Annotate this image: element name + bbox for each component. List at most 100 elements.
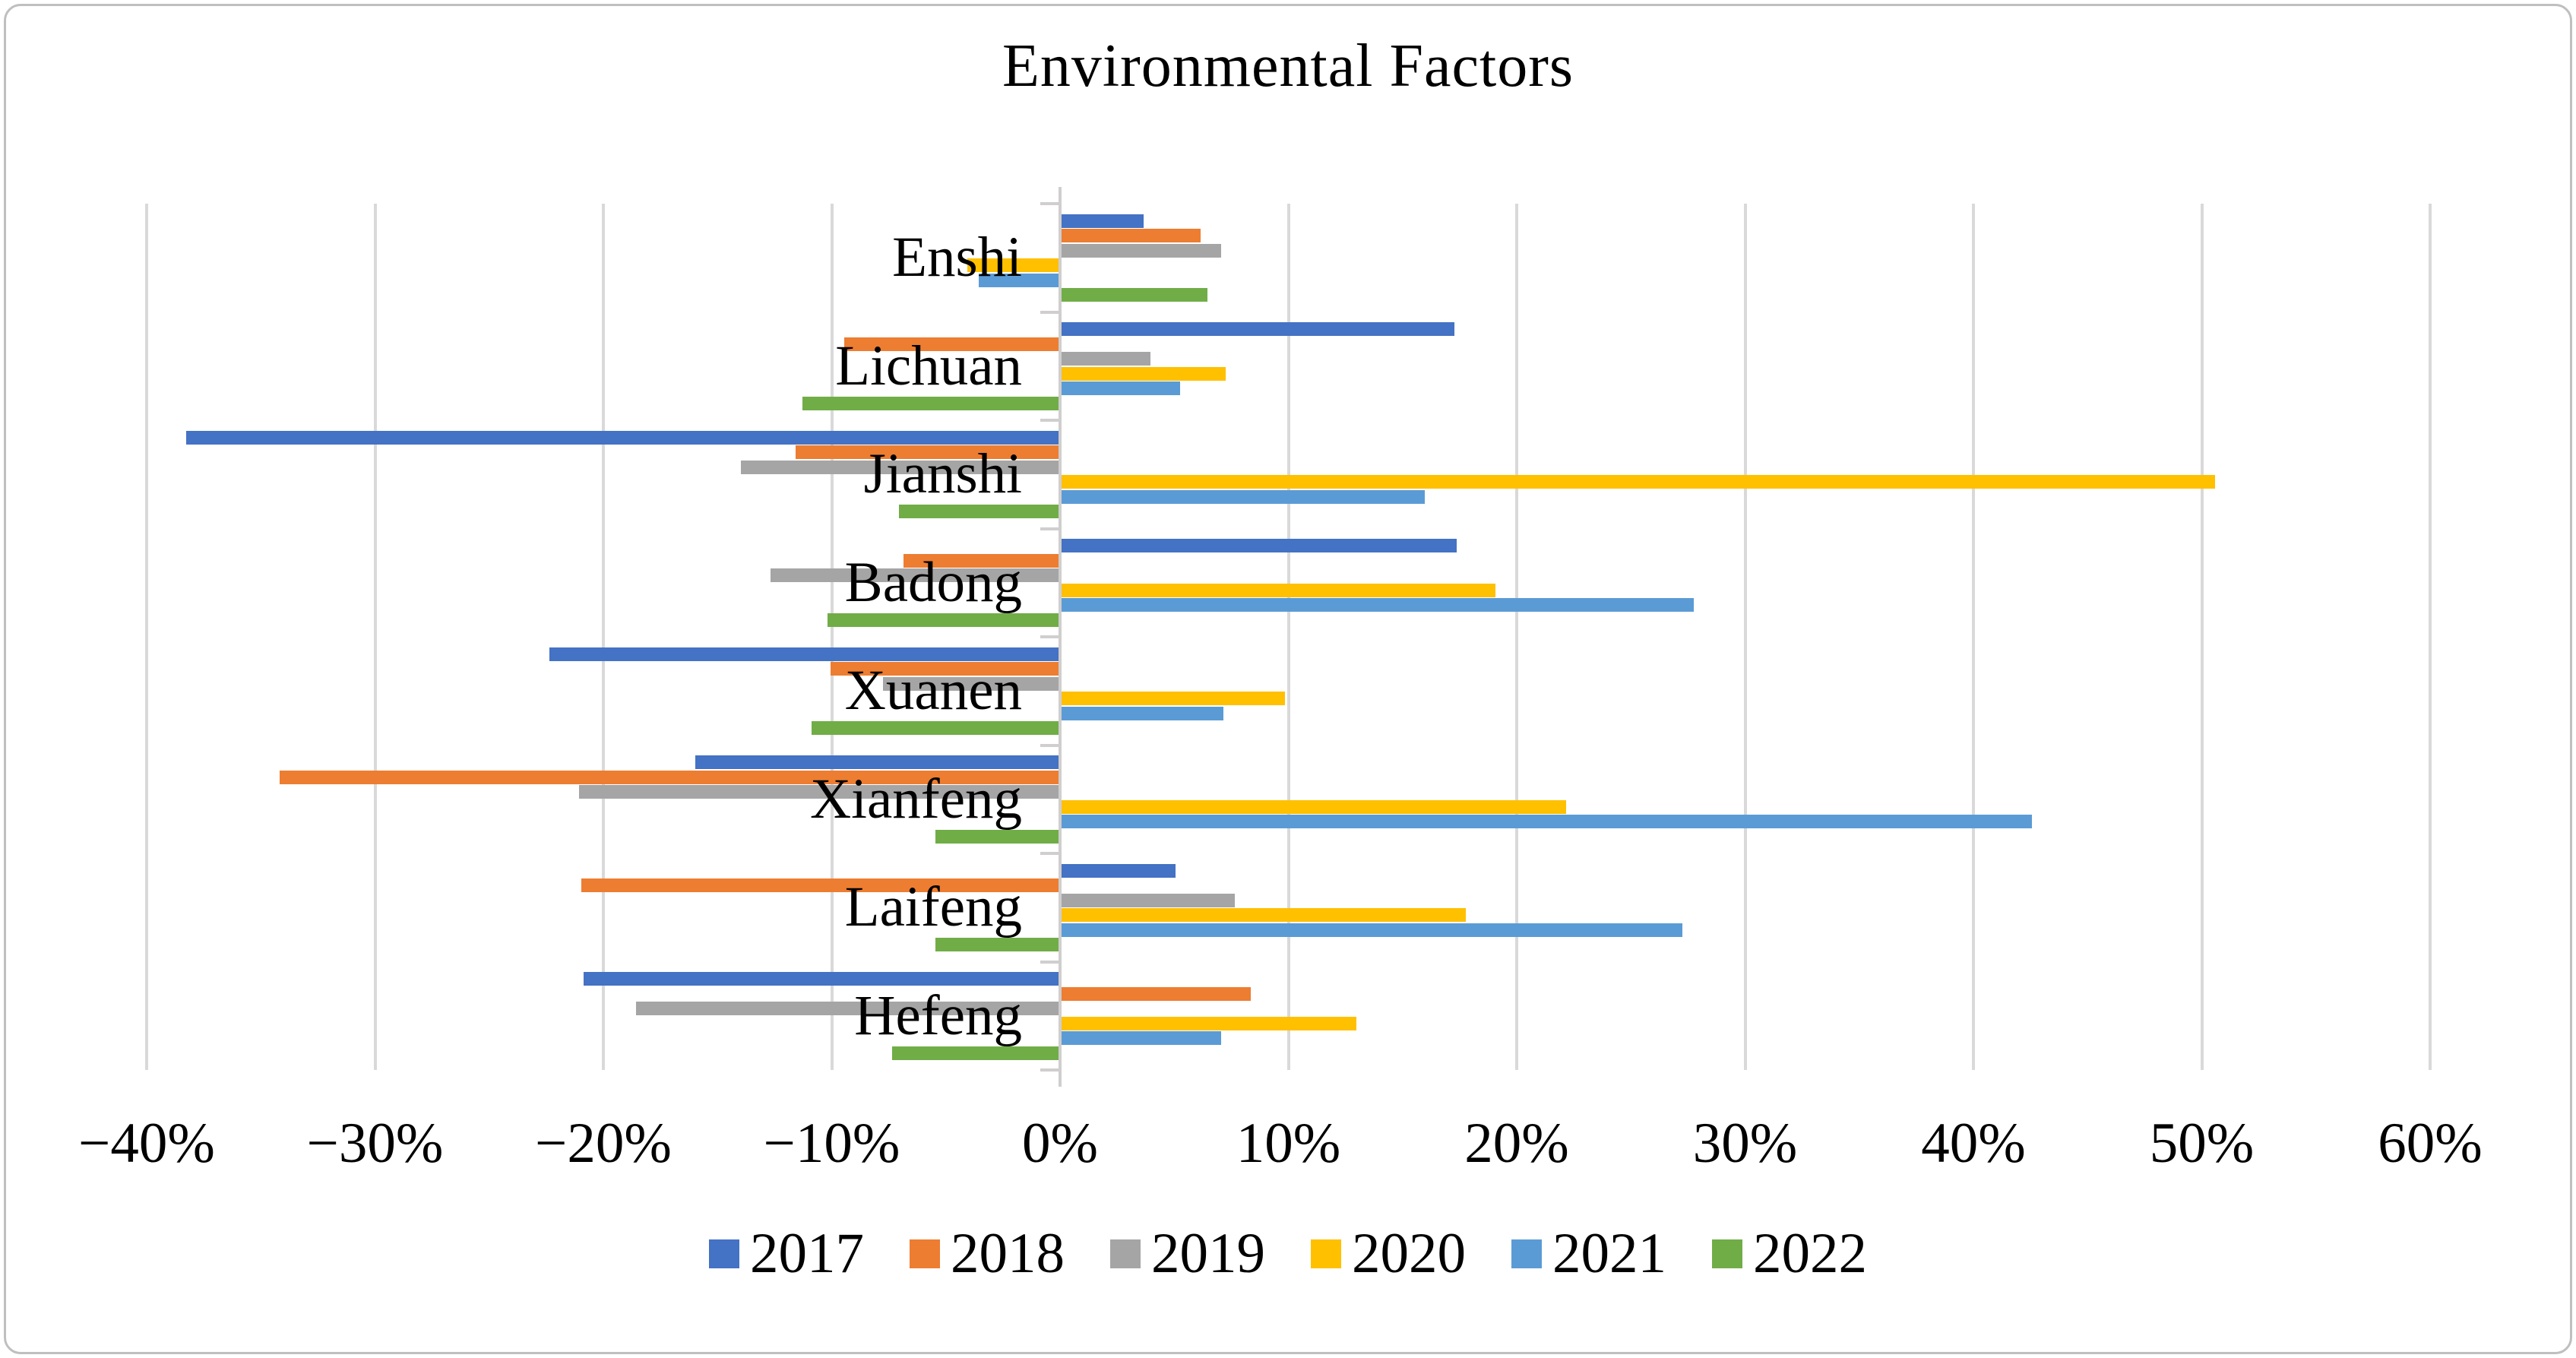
x-tick-label: 30% (1692, 1112, 1798, 1175)
bar-2022-xianfeng (935, 829, 1059, 844)
gridline (1515, 204, 1518, 1070)
chart-title: Environmental Factors (1002, 33, 1574, 100)
x-tick-label: −40% (78, 1112, 215, 1175)
bar-2020-enshi (967, 258, 1059, 272)
legend-item-2021: 2021 (1511, 1225, 1666, 1282)
bar-2021-enshi (978, 273, 1059, 287)
bar-2022-enshi (1062, 288, 1208, 302)
bar-2021-laifeng (1062, 923, 1683, 937)
bar-2018-enshi (1062, 229, 1201, 242)
axis-tick-mark (1040, 1068, 1060, 1072)
bar-2018-badong (903, 553, 1059, 568)
bar-2020-hefeng (1062, 1016, 1356, 1030)
category-label-hefeng: Hefeng (854, 983, 1022, 1047)
bar-2018-hefeng (1062, 986, 1252, 1001)
bar-2021-xuanen (1062, 706, 1224, 720)
gridline (602, 204, 605, 1070)
bar-2022-laifeng (935, 938, 1059, 951)
bar-2022-badong (828, 613, 1059, 627)
bar-2019-badong (771, 568, 1059, 582)
x-tick-label: 60% (2378, 1112, 2483, 1175)
category-label-laifeng: Laifeng (844, 875, 1022, 939)
bar-2020-xianfeng (1062, 799, 1567, 814)
legend-swatch-2019 (1110, 1239, 1141, 1268)
bar-2022-hefeng (891, 1046, 1059, 1060)
bar-2017-hefeng (583, 972, 1059, 986)
x-tick-label: −10% (763, 1112, 900, 1175)
gridline (373, 204, 377, 1070)
bar-2018-lichuan (843, 337, 1059, 351)
legend-label-2021: 2021 (1552, 1222, 1666, 1285)
bar-2019-lichuan (1062, 352, 1151, 366)
legend-item-2019: 2019 (1110, 1225, 1265, 1282)
bar-2021-hefeng (1062, 1031, 1222, 1045)
bar-2022-lichuan (802, 396, 1059, 410)
legend-swatch-2022 (1712, 1239, 1742, 1268)
bar-2017-jianshi (186, 430, 1059, 445)
legend-item-2020: 2020 (1311, 1225, 1466, 1282)
gridline (830, 204, 834, 1070)
bar-2019-xuanen (882, 676, 1059, 691)
bar-2019-laifeng (1062, 893, 1236, 907)
legend-item-2022: 2022 (1712, 1225, 1867, 1282)
bar-2020-laifeng (1062, 908, 1466, 922)
bar-2018-xuanen (830, 662, 1059, 676)
category-label-badong: Badong (844, 550, 1022, 614)
bar-2020-badong (1062, 583, 1495, 597)
gridline (2200, 204, 2204, 1070)
bar-2019-jianshi (741, 460, 1059, 474)
bar-2017-lichuan (1062, 322, 1454, 336)
legend-swatch-2020 (1311, 1239, 1341, 1268)
axis-tick-mark (1040, 527, 1060, 530)
x-tick-label: 20% (1464, 1112, 1569, 1175)
bar-2017-xuanen (549, 647, 1059, 661)
bar-2020-jianshi (1062, 475, 2215, 489)
axis-tick-mark (1040, 743, 1060, 747)
bar-2018-jianshi (796, 445, 1059, 459)
category-label-jianshi: Jianshi (863, 442, 1022, 506)
category-label-lichuan: Lichuan (835, 334, 1022, 397)
bar-2019-xianfeng (578, 785, 1059, 799)
category-label-xuanen: Xuanen (844, 659, 1022, 723)
x-tick-label: −20% (535, 1112, 672, 1175)
legend-swatch-2018 (910, 1239, 940, 1268)
bar-2017-laifeng (1062, 863, 1176, 878)
bar-2022-xuanen (812, 721, 1059, 735)
legend-label-2018: 2018 (951, 1222, 1065, 1285)
bar-2021-jianshi (1062, 489, 1425, 504)
bar-2019-hefeng (636, 1002, 1059, 1015)
axis-tick-mark (1040, 310, 1060, 314)
bar-2021-xianfeng (1062, 815, 2033, 828)
x-tick-label: 40% (1921, 1112, 2026, 1175)
legend: 2017 2018 2019 2020 2021 2022 (0, 1225, 2576, 1282)
bar-2017-badong (1062, 539, 1457, 552)
legend-label-2020: 2020 (1352, 1222, 1466, 1285)
bar-2018-xianfeng (280, 770, 1059, 784)
bar-2019-enshi (1062, 243, 1222, 258)
axis-tick-mark (1040, 960, 1060, 964)
axis-tick-mark (1040, 419, 1060, 422)
gridline (1286, 204, 1290, 1070)
bar-2017-enshi (1062, 214, 1144, 228)
gridline (2429, 204, 2432, 1070)
gridline (1743, 204, 1747, 1070)
legend-swatch-2021 (1511, 1239, 1542, 1268)
gridline (1972, 204, 1975, 1070)
legend-item-2018: 2018 (910, 1225, 1065, 1282)
gridline (145, 204, 148, 1070)
category-label-xianfeng: Xianfeng (809, 767, 1022, 831)
axis-tick-mark (1040, 202, 1060, 205)
x-tick-label: 0% (1022, 1112, 1098, 1175)
legend-label-2017: 2017 (750, 1222, 864, 1285)
legend-item-2017: 2017 (709, 1225, 864, 1282)
bar-2022-jianshi (898, 505, 1059, 518)
bar-2021-badong (1062, 598, 1695, 612)
legend-label-2022: 2022 (1753, 1222, 1867, 1285)
axis-tick-mark (1040, 635, 1060, 638)
x-tick-label: 10% (1236, 1112, 1341, 1175)
bar-2021-lichuan (1062, 381, 1181, 395)
bar-2017-xianfeng (695, 755, 1059, 769)
bar-2018-laifeng (581, 878, 1059, 892)
